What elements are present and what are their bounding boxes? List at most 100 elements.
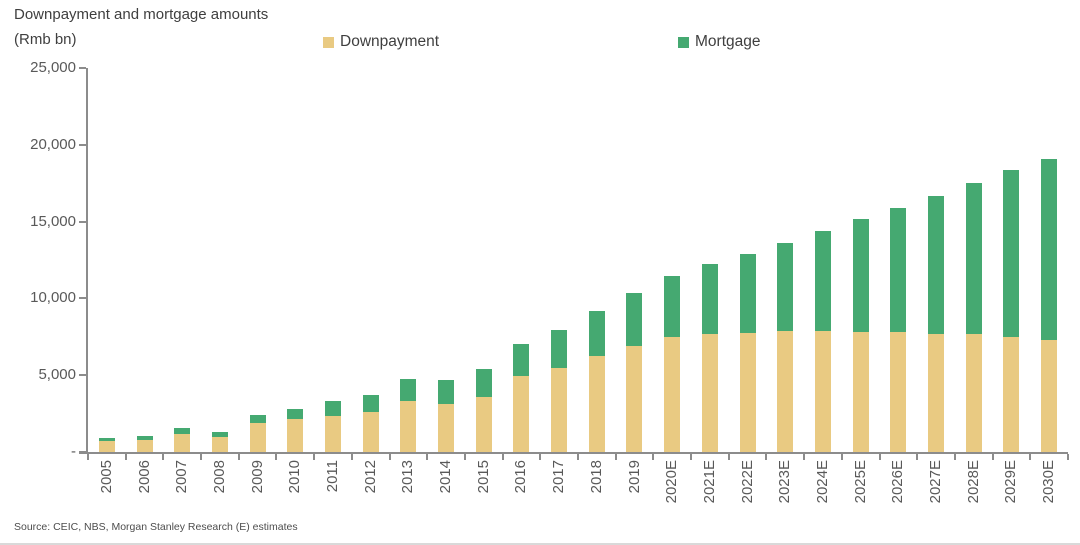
bar-segment-downpayment — [626, 346, 643, 452]
x-axis-tick — [313, 454, 315, 460]
bar-segment-downpayment — [438, 404, 455, 452]
bar-segment-mortgage — [965, 183, 982, 334]
x-axis-tick — [992, 454, 994, 460]
bar-cell — [578, 68, 616, 452]
stacked-bar-2021E — [701, 264, 718, 452]
legend-label-mortgage: Mortgage — [695, 33, 761, 50]
legend-item-downpayment: Downpayment — [323, 33, 439, 51]
legend-label-downpayment: Downpayment — [340, 33, 440, 50]
bar-cell — [163, 68, 201, 452]
bar-segment-downpayment — [739, 333, 756, 452]
bar-segment-mortgage — [400, 379, 417, 401]
x-axis-label: 2010 — [286, 460, 303, 494]
bar-segment-mortgage — [626, 293, 643, 346]
stacked-bar-2026E — [890, 208, 907, 452]
x-axis-label: 2019 — [626, 460, 643, 494]
stacked-bar-2006 — [136, 436, 153, 452]
x-axis-tick — [200, 454, 202, 460]
stacked-bar-2023E — [777, 243, 794, 452]
bar-segment-mortgage — [136, 436, 153, 440]
bar-segment-mortgage — [1003, 170, 1020, 337]
bar-segment-mortgage — [1041, 159, 1058, 340]
bar-cell — [276, 68, 314, 452]
downpayment-swatch-icon — [323, 36, 334, 48]
y-tick-label: 5,000 — [38, 366, 76, 384]
stacked-bar-2016 — [513, 344, 530, 452]
x-axis-label: 2016 — [512, 460, 529, 494]
y-tick-label: 15,000 — [30, 212, 76, 230]
x-axis-label: 2027E — [927, 460, 944, 504]
stacked-bar-2015 — [475, 369, 492, 452]
y-axis-tick — [79, 451, 86, 453]
stacked-bar-2013 — [400, 379, 417, 452]
bar-segment-downpayment — [136, 440, 153, 452]
bar-segment-mortgage — [174, 428, 191, 434]
bar-segment-downpayment — [287, 419, 304, 452]
x-axis-label: 2015 — [475, 460, 492, 494]
bar-segment-mortgage — [211, 432, 228, 437]
chart-title: Downpayment and mortgage amounts — [14, 6, 269, 23]
stacked-bar-2022E — [739, 254, 756, 452]
bar-cell — [653, 68, 691, 452]
x-axis-tick — [1067, 454, 1069, 460]
stacked-bar-2008 — [211, 432, 228, 452]
x-axis-label: 2008 — [211, 460, 228, 494]
x-axis-label: 2009 — [249, 460, 266, 494]
x-axis-label: 2014 — [437, 460, 454, 494]
y-axis-unit-label: (Rmb bn) — [14, 31, 77, 48]
stacked-bar-2007 — [174, 428, 191, 452]
bar-cell — [729, 68, 767, 452]
y-axis-line — [86, 68, 88, 452]
x-axis-tick — [464, 454, 466, 460]
x-axis-tick — [426, 454, 428, 460]
bar-cell — [465, 68, 503, 452]
legend-item-mortgage: Mortgage — [678, 33, 760, 51]
bar-segment-downpayment — [362, 412, 379, 452]
y-tick-label: 10,000 — [30, 289, 76, 307]
bar-cell — [1030, 68, 1068, 452]
bar-segment-downpayment — [852, 332, 869, 452]
x-axis-tick — [841, 454, 843, 460]
bar-segment-downpayment — [777, 331, 794, 452]
x-axis-label: 2025E — [852, 460, 869, 504]
bar-segment-downpayment — [249, 423, 266, 452]
y-tick-label: 20,000 — [30, 135, 76, 153]
bar-segment-downpayment — [927, 334, 944, 452]
x-axis-label: 2011 — [324, 460, 341, 493]
bar-cell — [917, 68, 955, 452]
bar-segment-mortgage — [777, 243, 794, 331]
x-axis-label: 2018 — [588, 460, 605, 494]
x-axis-label: 2024E — [814, 460, 831, 504]
x-axis-label: 2005 — [98, 460, 115, 494]
x-axis-tick — [238, 454, 240, 460]
y-axis-tick — [79, 220, 86, 223]
bar-segment-downpayment — [664, 337, 681, 452]
x-axis-tick — [502, 454, 504, 460]
bar-cell — [314, 68, 352, 452]
bar-cell — [691, 68, 729, 452]
bar-segment-downpayment — [890, 332, 907, 452]
stacked-bar-2024E — [814, 231, 831, 452]
bottom-divider — [0, 543, 1080, 545]
bar-segment-mortgage — [890, 208, 907, 332]
x-axis-tick — [275, 454, 277, 460]
x-axis-tick — [539, 454, 541, 460]
x-axis-tick — [879, 454, 881, 460]
bar-segment-downpayment — [174, 434, 191, 452]
bar-segment-mortgage — [324, 401, 341, 416]
bar-cell — [201, 68, 239, 452]
x-axis-label: 2013 — [399, 460, 416, 494]
bar-cell — [503, 68, 541, 452]
x-axis-label: 2012 — [362, 460, 379, 494]
x-axis-tick — [351, 454, 353, 460]
bar-cell — [352, 68, 390, 452]
x-axis-tick — [1029, 454, 1031, 460]
bar-segment-downpayment — [551, 368, 568, 452]
stacked-bar-2010 — [287, 409, 304, 452]
x-axis-tick — [916, 454, 918, 460]
stacked-bar-2027E — [927, 196, 944, 452]
x-axis-tick — [728, 454, 730, 460]
bar-segment-downpayment — [1003, 337, 1020, 452]
bar-segment-downpayment — [98, 441, 115, 452]
stacked-bar-2030E — [1041, 159, 1058, 452]
